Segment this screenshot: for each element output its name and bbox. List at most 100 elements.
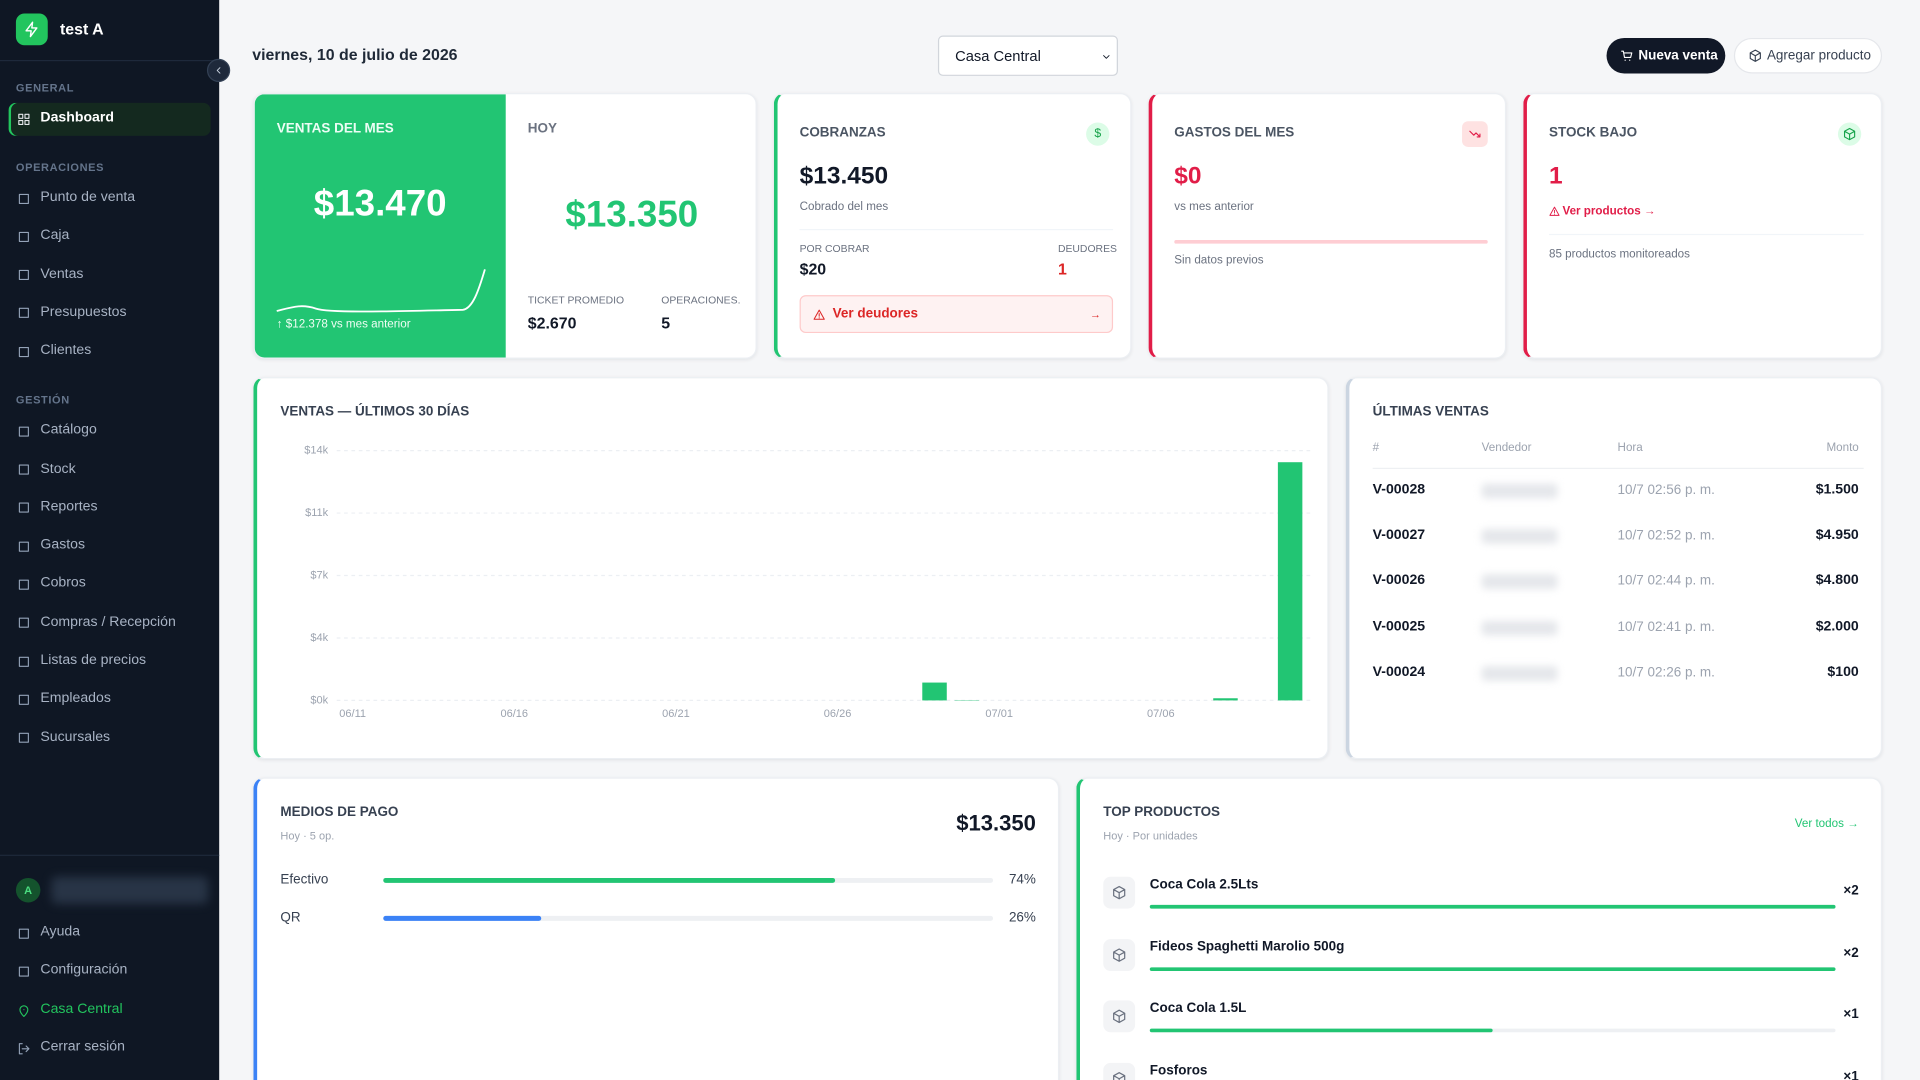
divider: [1372, 467, 1864, 469]
y-tick-label: $4k: [310, 632, 328, 644]
card-amount: $13.450: [799, 162, 889, 190]
method-percent: 74%: [1008, 872, 1036, 888]
footer-item[interactable]: Cerrar sesión: [9, 1032, 211, 1065]
card-subtitle: Hoy · 5 op.: [280, 829, 335, 842]
nav-item[interactable]: Ventas: [9, 258, 211, 291]
sales-month-panel: VENTAS DEL MES $13.470 ↑ $12.378 vs mes an…: [254, 94, 506, 358]
today-amount: $13.350: [565, 194, 699, 236]
sale-amount: $4.950: [1815, 528, 1859, 543]
x-tick-label: 06/21: [662, 708, 690, 720]
nav-label: Stock: [40, 461, 76, 476]
footer-item[interactable]: Configuración: [9, 954, 211, 987]
nav-item[interactable]: Punto de venta: [9, 182, 211, 215]
icon: [18, 113, 30, 125]
x-tick-label: 07/06: [1147, 708, 1175, 720]
column-header: Hora: [1617, 441, 1643, 455]
nav-item[interactable]: Catálogo: [9, 415, 211, 448]
nav-item[interactable]: Caja: [9, 220, 211, 253]
column-header: #: [1372, 441, 1380, 455]
icon-path: [1103, 55, 1110, 59]
icon-path: [813, 309, 825, 320]
nav-item[interactable]: Listas de precios: [9, 645, 211, 678]
icon: [1469, 130, 1481, 138]
nav-item[interactable]: Stock: [9, 453, 211, 486]
column-header: Monto: [1826, 441, 1859, 455]
new-sale-button[interactable]: Nueva venta: [1606, 37, 1726, 74]
icon-path: [18, 346, 29, 357]
product-name: Fideos Spaghetti Marolio 500g: [1149, 939, 1345, 954]
sparkline: [276, 269, 486, 313]
card-title: TOP PRODUCTOS: [1103, 804, 1221, 820]
product-name: Coca Cola 2.5Lts: [1149, 877, 1259, 892]
stat-label: OPERACIONES.: [661, 293, 741, 307]
card-subtitle: Cobrado del mes: [799, 199, 889, 214]
branch-select[interactable]: Casa Central: [937, 35, 1118, 76]
debtors-button[interactable]: Ver deudores →: [799, 295, 1114, 334]
avatar: A: [15, 877, 41, 903]
icon: [1113, 947, 1126, 962]
product-qty: ×1: [1843, 1069, 1859, 1080]
link[interactable]: Ver productos →: [1562, 204, 1656, 219]
icon: [1113, 885, 1126, 900]
comparison: ↑ $12.378 vs mes anterior: [276, 317, 411, 331]
y-tick-label: $7k: [310, 569, 328, 581]
footer-item[interactable]: Ayuda: [9, 917, 211, 950]
card-title: GASTOS DEL MES: [1174, 125, 1295, 141]
stat-value: 5: [661, 313, 671, 333]
icon-path: [1621, 50, 1633, 61]
icon: [18, 928, 29, 939]
divider: [0, 60, 220, 62]
sale-amount: $1.500: [1815, 482, 1859, 498]
icon-path: [216, 67, 221, 74]
footer-label: Casa Central: [40, 1001, 123, 1017]
product-icon: [1103, 1062, 1136, 1080]
divider: [799, 228, 1114, 231]
icon: [1549, 206, 1560, 216]
footer-item[interactable]: Casa Central: [9, 994, 211, 1027]
icon: [1113, 1010, 1126, 1024]
progress-track: [383, 915, 994, 921]
card-title: HOY: [527, 121, 557, 137]
nav-item[interactable]: Reportes: [9, 491, 211, 524]
nav-item[interactable]: Gastos: [9, 530, 211, 563]
icon: [18, 965, 29, 977]
add-product-button[interactable]: Agregar producto: [1733, 37, 1883, 74]
nav-item[interactable]: Presupuestos: [9, 297, 211, 330]
sale-id: V-00027: [1372, 528, 1426, 543]
card-title: STOCK BAJO: [1548, 125, 1638, 141]
icon-path: [18, 193, 29, 204]
sale-amount: $4.800: [1815, 573, 1859, 589]
icon: [25, 21, 38, 38]
nav-label: Dashboard: [40, 110, 114, 126]
nav-item[interactable]: Clientes: [9, 335, 211, 368]
nav-label: Cobros: [40, 576, 86, 591]
nav-item[interactable]: Sucursales: [9, 721, 211, 754]
date: viernes, 10 de julio de 2026: [252, 45, 458, 64]
nav-item[interactable]: Cobros: [9, 568, 211, 601]
icon: [18, 269, 29, 281]
chart: $0k $4k $7k $11k $14k 06/11 06/16 06/21 06/26 07/…: [304, 445, 1311, 720]
button-label: Nueva venta: [1638, 47, 1718, 63]
nav-label: Caja: [40, 228, 70, 243]
nav-item[interactable]: Empleados: [9, 683, 211, 716]
nav-item[interactable]: Compras / Recepción: [9, 606, 211, 639]
collapse-button[interactable]: [206, 58, 231, 83]
link[interactable]: Ver todos →: [1794, 817, 1859, 831]
nav-item[interactable]: Dashboard: [8, 102, 211, 136]
icon-path: [18, 732, 29, 743]
icon-path: [1843, 127, 1856, 141]
top-products-card: TOP PRODUCTOS Hoy · Por unidades Ver todos…: [1076, 777, 1883, 1080]
brand-name: test A: [60, 19, 104, 39]
icon-path: [18, 694, 29, 705]
total: $13.350: [956, 810, 1036, 836]
bar: [1277, 462, 1303, 701]
month-amount: $13.470: [313, 183, 447, 225]
sale-time: 10/7 02:41 p. m.: [1617, 619, 1715, 635]
card-note: Sin datos previos: [1174, 253, 1264, 268]
divider: [0, 854, 220, 856]
stat-value: $20: [799, 259, 827, 279]
button-label: Ver deudores: [832, 306, 919, 322]
icon: [216, 67, 221, 74]
icon: [18, 732, 29, 743]
